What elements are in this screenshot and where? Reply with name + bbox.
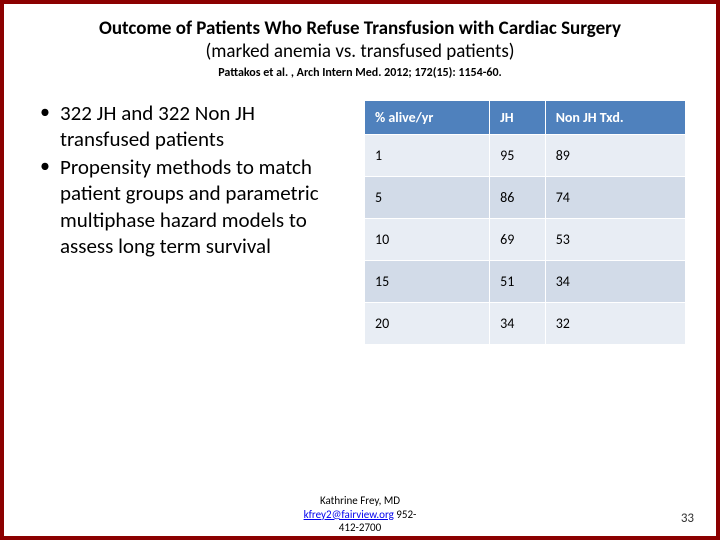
table-column: % alive/yr JH Non JH Txd. 1 95 89 5 86 7… <box>364 100 686 345</box>
slide-content: 322 JH and 322 Non JH transfused patient… <box>4 82 716 345</box>
table-cell: 86 <box>490 176 546 218</box>
table-cell: 89 <box>545 134 685 176</box>
table-cell: 53 <box>545 218 685 260</box>
table-row: 10 69 53 <box>365 218 686 260</box>
table-row: 20 34 32 <box>365 302 686 344</box>
table-cell: 51 <box>490 260 546 302</box>
footer-phone-1: 952- <box>394 508 417 521</box>
slide-header: Outcome of Patients Who Refuse Transfusi… <box>4 4 716 82</box>
slide-subtitle: (marked anemia vs. transfused patients) <box>44 41 676 64</box>
table-row: 1 95 89 <box>365 134 686 176</box>
table-cell: 69 <box>490 218 546 260</box>
table-header-cell: % alive/yr <box>365 100 490 134</box>
table-header-cell: Non JH Txd. <box>545 100 685 134</box>
slide-footer: Kathrine Frey, MD kfrey2@fairview.org 95… <box>4 494 716 536</box>
table-cell: 5 <box>365 176 490 218</box>
table-cell: 1 <box>365 134 490 176</box>
table-cell: 74 <box>545 176 685 218</box>
bullet-item: 322 JH and 322 Non JH transfused patient… <box>60 100 344 153</box>
footer-phone-2: 412-2700 <box>339 521 381 534</box>
table-cell: 20 <box>365 302 490 344</box>
table-cell: 34 <box>490 302 546 344</box>
table-cell: 34 <box>545 260 685 302</box>
bullet-item: Propensity methods to match patient grou… <box>60 154 344 259</box>
slide-citation: Pattakos et al. , Arch Intern Med. 2012;… <box>44 66 676 80</box>
table-cell: 95 <box>490 134 546 176</box>
table-row: 5 86 74 <box>365 176 686 218</box>
table-cell: 15 <box>365 260 490 302</box>
outcome-table: % alive/yr JH Non JH Txd. 1 95 89 5 86 7… <box>364 100 686 345</box>
table-header-cell: JH <box>490 100 546 134</box>
table-cell: 32 <box>545 302 685 344</box>
footer-email: kfrey2@fairview.org <box>304 508 394 521</box>
slide-number: 33 <box>681 511 694 526</box>
bullet-column: 322 JH and 322 Non JH transfused patient… <box>34 100 344 345</box>
table-row: 15 51 34 <box>365 260 686 302</box>
table-cell: 10 <box>365 218 490 260</box>
slide-title: Outcome of Patients Who Refuse Transfusi… <box>44 18 676 41</box>
footer-author: Kathrine Frey, MD <box>320 494 400 507</box>
